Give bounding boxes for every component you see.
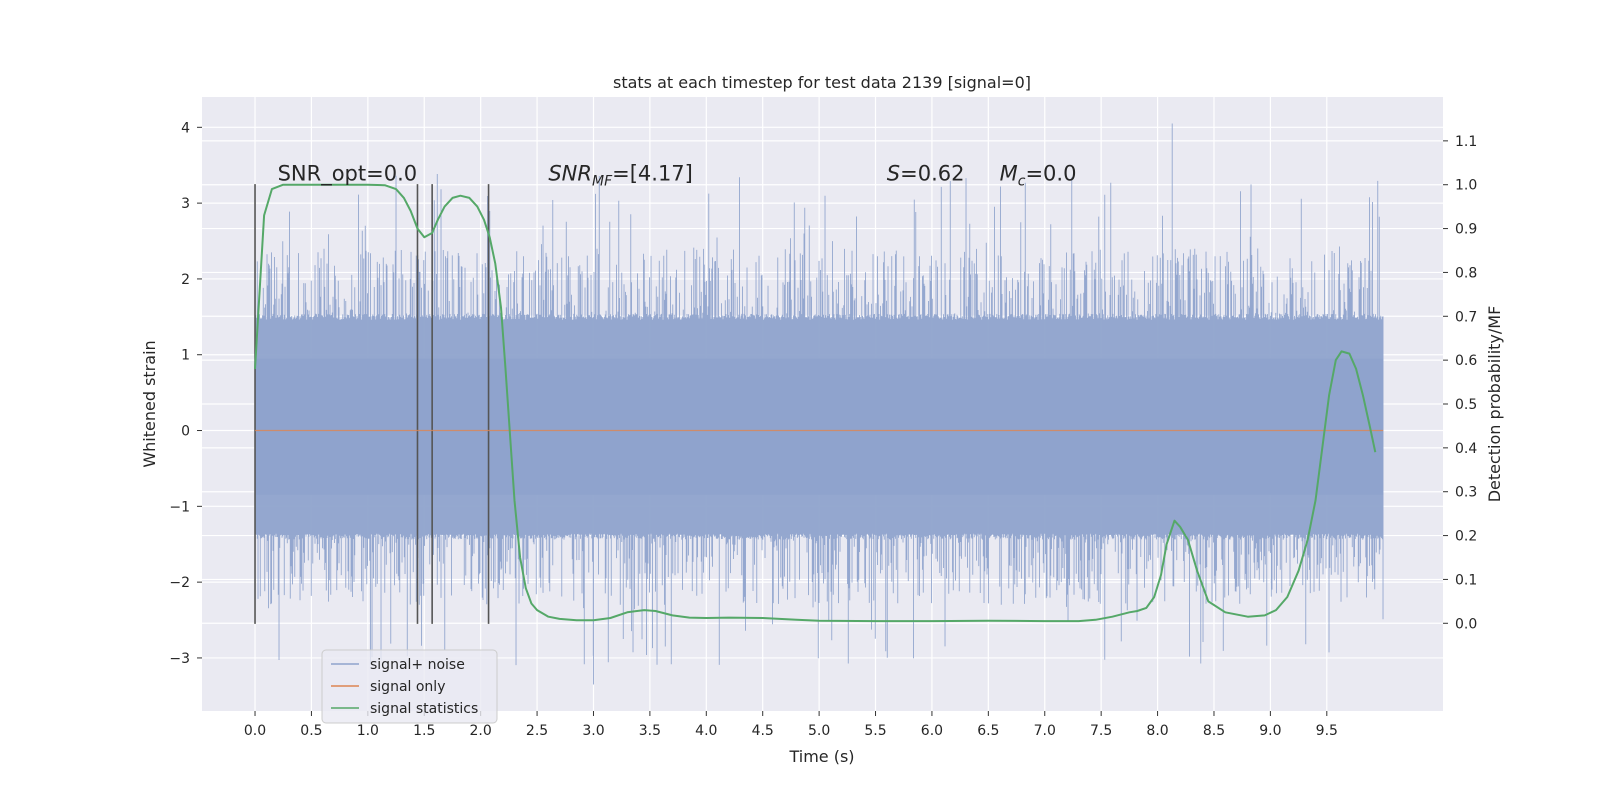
- y2-tick-label: 0.6: [1455, 353, 1477, 369]
- vertical-markers: [254, 184, 490, 624]
- x-tick-label: 4.0: [695, 723, 717, 739]
- x-tick-label: 5.5: [864, 723, 886, 739]
- x-tick-label: 7.5: [1090, 723, 1112, 739]
- x-tick-label: 2.0: [470, 723, 492, 739]
- x-tick-label: 6.5: [977, 723, 999, 739]
- y-tick-label: 0: [181, 424, 190, 440]
- y2-tick-label: 0.7: [1455, 309, 1477, 325]
- y2-tick-label: 0.8: [1455, 265, 1477, 281]
- x-tick-label: 8.5: [1203, 723, 1225, 739]
- y2-tick-label: 0.0: [1455, 616, 1477, 632]
- x-tick-label: 9.5: [1316, 723, 1338, 739]
- annotations: SNR_opt=0.0 SNRMF=[4.17] S=0.62 Mc=0.0: [278, 161, 1077, 189]
- x-tick-label: 1.0: [357, 723, 379, 739]
- x-tick-label: 1.5: [413, 723, 435, 739]
- x-tick-label: 8.0: [1146, 723, 1168, 739]
- y2-tick-label: 0.3: [1455, 485, 1477, 501]
- y2-tick-label: 0.5: [1455, 397, 1477, 413]
- x-tick-label: 0.5: [300, 723, 322, 739]
- x-tick-label: 0.0: [244, 723, 266, 739]
- y-tick-label: 1: [181, 348, 190, 364]
- x-tick-label: 3.0: [582, 723, 604, 739]
- x-tick-label: 2.5: [526, 723, 548, 739]
- axes: 0.0 0.5 1.0 1.5 2.0 2.5 3.0 3.5 4.0 4.5 5.0 5.5 6.0 6…: [169, 120, 1477, 739]
- y-tick-label: 2: [181, 272, 190, 288]
- y-tick-label: −2: [169, 575, 190, 591]
- legend-label-signal-only: signal only: [370, 679, 445, 695]
- series-signal-statistics: [254, 183, 1377, 623]
- line-series: [254, 183, 1384, 623]
- legend: signal+ noise signal only signal statist…: [321, 649, 498, 724]
- y-axis-title: Whitened strain: [140, 340, 159, 467]
- legend-label-signal-statistics: signal statistics: [370, 701, 478, 717]
- annotation-text: S=0.62: [887, 161, 965, 185]
- x-axis-title: Time (s): [788, 747, 854, 766]
- legend-box: [321, 649, 498, 724]
- y-tick-label: −3: [169, 651, 190, 667]
- x-tick-label: 4.5: [752, 723, 774, 739]
- annotation-text: SNRMF=[4.17]: [548, 161, 693, 189]
- series-signal-noise: [254, 123, 1384, 685]
- chart-title: stats at each timestep for test data 213…: [613, 73, 1031, 92]
- annotation-text: Mc=0.0: [1000, 161, 1077, 189]
- y2-axis-title: Detection probability/MF: [1485, 306, 1504, 503]
- y2-tick-label: 0.9: [1455, 222, 1477, 238]
- y2-tick-label: 0.1: [1455, 572, 1477, 588]
- y2-tick-label: 0.2: [1455, 529, 1477, 545]
- x-tick-label: 3.5: [639, 723, 661, 739]
- x-tick-label: 9.0: [1259, 723, 1281, 739]
- y-tick-label: 4: [181, 120, 190, 136]
- y2-tick-label: 1.0: [1455, 178, 1477, 194]
- y-tick-label: 3: [181, 196, 190, 212]
- y2-tick-label: 1.1: [1455, 134, 1477, 150]
- x-tick-label: 7.0: [1034, 723, 1056, 739]
- y2-tick-label: 0.4: [1455, 441, 1477, 457]
- y-tick-label: −1: [169, 499, 190, 515]
- x-tick-label: 6.0: [921, 723, 943, 739]
- legend-label-signal-noise: signal+ noise: [370, 657, 465, 673]
- annotation-text: SNR_opt=0.0: [278, 161, 418, 186]
- x-tick-label: 5.0: [808, 723, 830, 739]
